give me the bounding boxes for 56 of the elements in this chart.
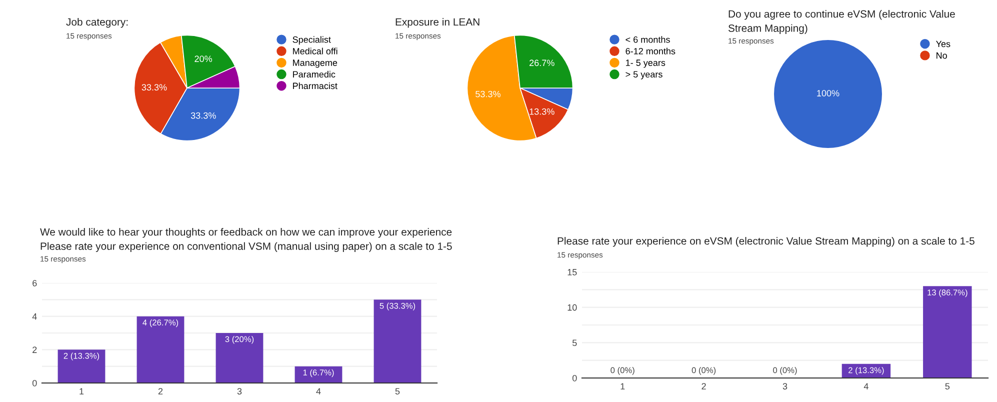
chart-title: We would like to hear your thoughts or feedback on how we can improve your experience Please rate your experience on conventional VSM (manual using paper) on a scale to 1-5 [40, 228, 452, 252]
chart-title: Do you agree to continue eVSM (electronic Value Stream Mapping) [728, 10, 955, 34]
data-label: 13.3% [530, 108, 554, 115]
legend-label: < 6 months [626, 36, 670, 43]
y-tick-label: 6 [32, 280, 37, 286]
chart-title: Please rate your experience on eVSM (electronic Value Stream Mapping) on a scale to 1-5 [558, 237, 974, 247]
bar [58, 350, 106, 383]
data-label: 33.3% [190, 112, 216, 119]
y-tick-label: 0 [572, 374, 577, 382]
data-label: 1 (6.7%) [303, 369, 334, 378]
data-label: 3 (20%) [225, 336, 254, 344]
legend-label: Manageme [293, 60, 338, 68]
x-tick-label: 3 [782, 383, 788, 390]
legend-label: Yes [936, 40, 950, 48]
y-tick-label: 4 [32, 313, 37, 320]
bar [294, 366, 342, 383]
legend-label: Specialist [292, 36, 331, 45]
data-label: 20% [194, 56, 212, 62]
legend-label: No [936, 52, 947, 59]
x-tick-label: 3 [237, 388, 242, 394]
x-tick-label: 5 [945, 383, 950, 390]
data-label: 100% [817, 90, 840, 96]
data-label: 33.3% [142, 84, 167, 91]
y-tick-label: 0 [32, 380, 37, 386]
legend-label: 6-12 months [626, 48, 676, 54]
y-tick-label: 5 [572, 340, 577, 346]
chart-title: Exposure in LEAN [396, 18, 480, 28]
data-label: 0 (0%) [692, 367, 716, 375]
legend-label: 1- 5 years [626, 60, 666, 68]
x-tick-label: 4 [316, 388, 321, 394]
x-tick-label: 2 [702, 383, 706, 390]
x-tick-label: 2 [158, 388, 163, 394]
data-label: 53.3% [476, 90, 500, 98]
legend-label: > 5 years [626, 71, 662, 80]
data-label: 2 (13.3%) [848, 367, 884, 375]
y-tick-label: 2 [32, 346, 37, 353]
data-label: 2 (13.3%) [64, 352, 100, 360]
data-label: 4 (26.7%) [142, 319, 178, 328]
bar [374, 300, 422, 383]
data-label: 5 (33.3%) [380, 302, 416, 310]
bar [136, 316, 184, 383]
legend-label: Paramedic [293, 70, 336, 78]
x-tick-label: 5 [395, 388, 400, 394]
x-tick-label: 1 [620, 383, 625, 390]
x-tick-label: 4 [864, 383, 868, 390]
data-label: 26.7% [530, 60, 554, 66]
chart-title: Job category: [66, 18, 128, 28]
bar [216, 333, 264, 383]
y-tick-label: 15 [568, 269, 577, 276]
data-label: 0 (0%) [610, 367, 634, 375]
legend-label: Medical offi [293, 48, 338, 54]
data-label: 0 (0%) [773, 367, 797, 375]
data-label: 13 (86.7%) [928, 289, 968, 298]
legend-label: Pharmacist [293, 82, 338, 90]
y-tick-label: 10 [568, 304, 577, 311]
x-tick-label: 1 [80, 388, 84, 394]
